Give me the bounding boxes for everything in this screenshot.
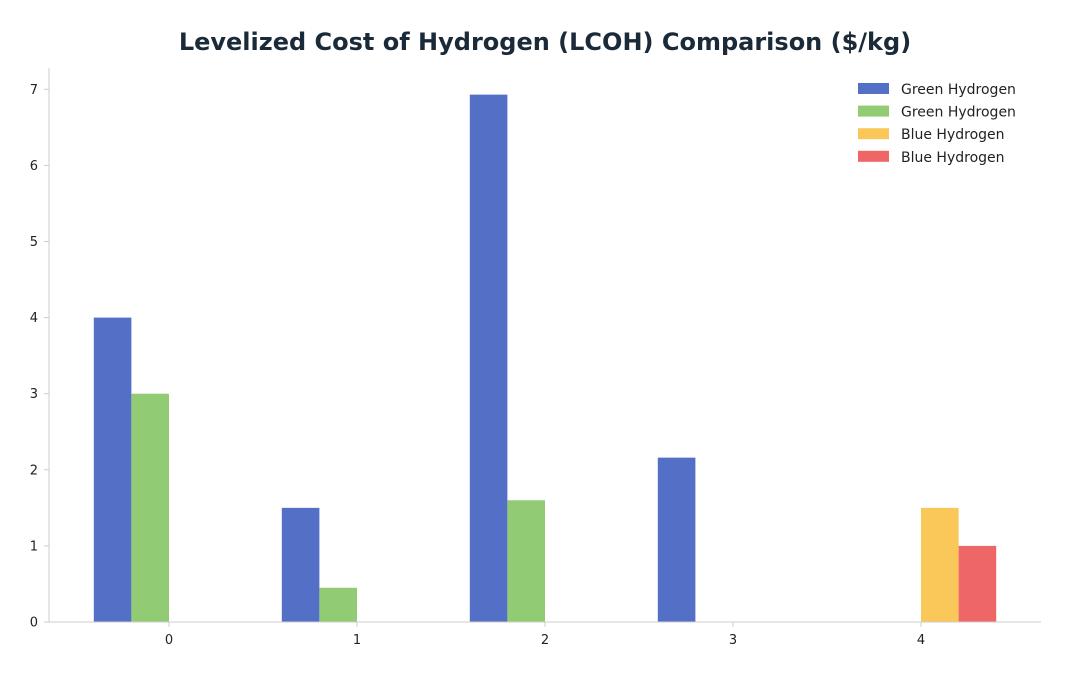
y-tick-label: 6 bbox=[30, 159, 38, 174]
bar-series-1-category-0 bbox=[131, 393, 169, 622]
y-tick-label: 7 bbox=[30, 83, 38, 98]
y-tick-label: 5 bbox=[30, 235, 38, 250]
chart-title: Levelized Cost of Hydrogen (LCOH) Compar… bbox=[179, 28, 911, 56]
bar-series-1-category-2 bbox=[507, 500, 545, 622]
bar-series-0-category-0 bbox=[93, 317, 132, 622]
x-tick-label: 3 bbox=[729, 633, 737, 648]
bar-series-0-category-1 bbox=[281, 507, 320, 622]
legend-swatch bbox=[858, 128, 889, 140]
legend-label: Blue Hydrogen bbox=[901, 150, 1005, 166]
y-tick-label: 1 bbox=[30, 539, 38, 554]
x-tick-label: 4 bbox=[917, 633, 925, 648]
y-tick-label: 3 bbox=[30, 387, 38, 402]
x-tick-label: 0 bbox=[165, 633, 173, 648]
legend-swatch bbox=[858, 150, 889, 162]
x-tick-label: 2 bbox=[541, 633, 549, 648]
x-axis-ticks: 0 1 2 3 4 bbox=[165, 622, 925, 648]
y-tick-label: 0 bbox=[30, 616, 38, 631]
legend-label: Blue Hydrogen bbox=[901, 127, 1005, 143]
legend: Green Hydrogen Green Hydrogen Blue Hydroge… bbox=[858, 82, 1016, 166]
bar-series-0-category-2 bbox=[469, 94, 508, 622]
legend-swatch bbox=[858, 105, 889, 117]
bar-series-2-category-4 bbox=[921, 507, 959, 622]
bar-series-1-category-1 bbox=[319, 587, 357, 622]
plot-area: 0 1 2 3 4 5 6 7 0 1 2 3 4 bbox=[30, 68, 1041, 648]
bar-series-0-category-3 bbox=[657, 457, 696, 622]
bars bbox=[93, 94, 997, 622]
legend-label: Green Hydrogen bbox=[901, 105, 1016, 121]
legend-label: Green Hydrogen bbox=[901, 82, 1016, 98]
bar-series-3-category-4 bbox=[958, 545, 997, 622]
y-axis-ticks: 0 1 2 3 4 5 6 7 bbox=[30, 83, 49, 631]
y-tick-label: 4 bbox=[30, 311, 38, 326]
x-tick-label: 1 bbox=[353, 633, 361, 648]
legend-swatch bbox=[858, 83, 889, 94]
y-tick-label: 2 bbox=[30, 463, 38, 478]
